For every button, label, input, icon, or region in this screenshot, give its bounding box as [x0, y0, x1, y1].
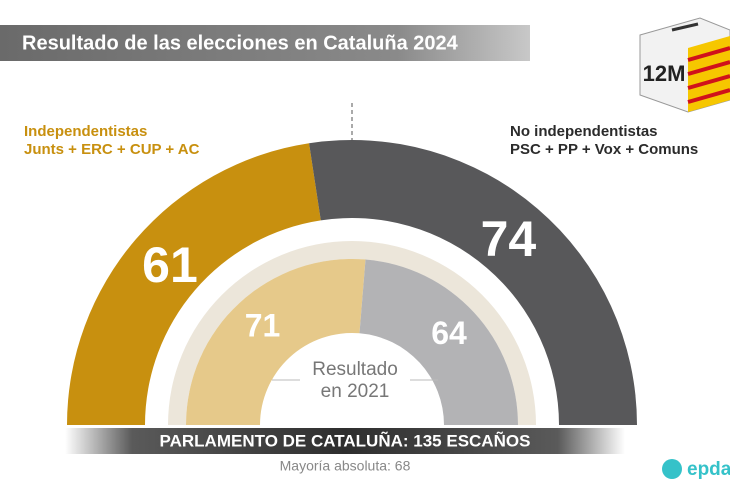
chart-title: Resultado de las elecciones en Cataluña …	[22, 32, 459, 54]
inner-ring-label: Resultado	[312, 359, 398, 380]
legend-label: Independentistas	[24, 123, 147, 140]
ballot-badge: 12M	[639, 17, 730, 113]
value-label: 74	[481, 211, 537, 267]
ring-segment	[186, 259, 366, 425]
value-label: 71	[245, 307, 281, 343]
legend-label: No independentistas	[510, 123, 658, 140]
ring-segment	[67, 143, 321, 425]
logo-icon	[662, 459, 682, 479]
legend-detail: Junts + ERC + CUP + AC	[24, 141, 200, 158]
badge-text: 12M	[643, 61, 686, 86]
majority-label: Mayoría absoluta: 68	[280, 458, 411, 474]
footer-bar	[65, 428, 625, 454]
legend-detail: PSC + PP + Vox + Comuns	[510, 141, 698, 158]
ring-segment	[309, 139, 638, 425]
value-label: 61	[142, 237, 198, 293]
ring-segment	[359, 259, 518, 425]
rings	[67, 139, 638, 425]
title-bar	[0, 25, 530, 61]
value-label: 64	[431, 315, 467, 351]
inner-ring-label: en 2021	[321, 381, 390, 402]
total-label: PARLAMENTO DE CATALUÑA: 135 ESCAÑOS	[160, 430, 531, 450]
source: epdat	[687, 459, 730, 480]
